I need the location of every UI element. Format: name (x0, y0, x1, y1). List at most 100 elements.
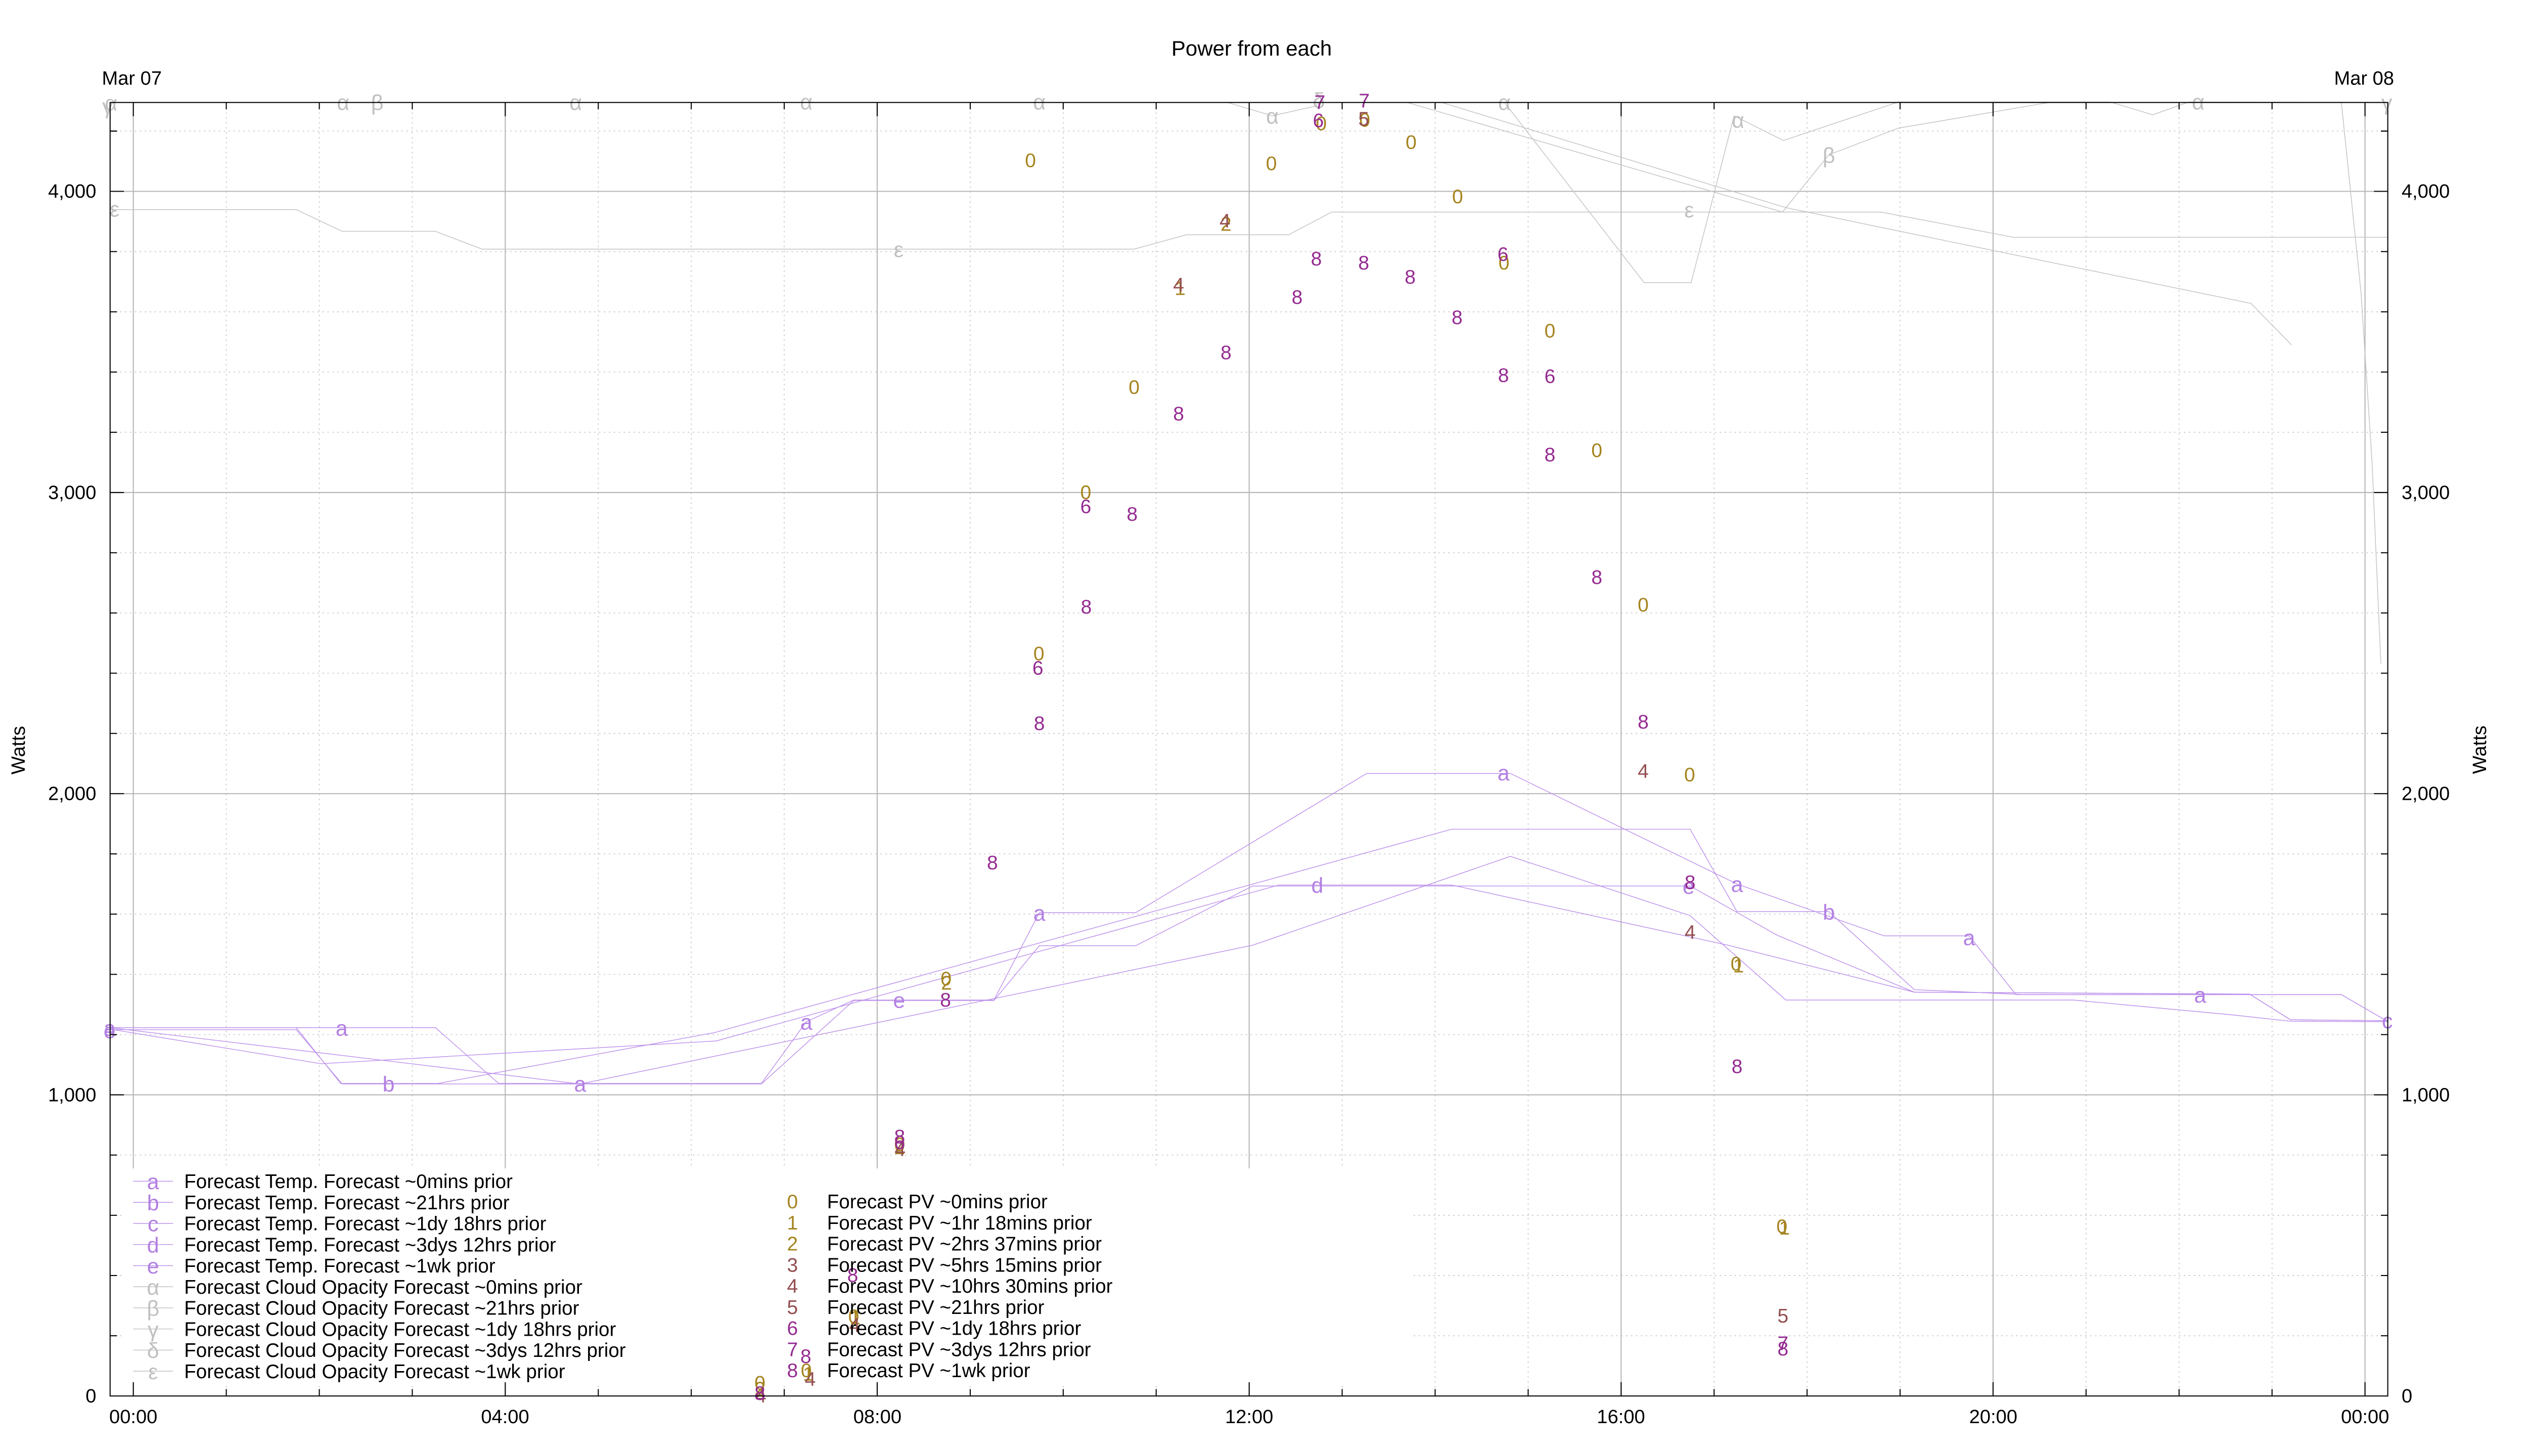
svg-text:2: 2 (941, 973, 952, 994)
svg-text:8: 8 (847, 1265, 859, 1287)
svg-text:6: 6 (1313, 110, 1324, 132)
svg-text:Forecast Cloud Opacity Forecas: Forecast Cloud Opacity Forecast ~1wk pri… (184, 1361, 565, 1383)
svg-text:8: 8 (1778, 1338, 1789, 1360)
svg-text:0: 0 (1638, 595, 1649, 616)
svg-text:0: 0 (1731, 953, 1742, 975)
svg-text:0: 0 (1684, 764, 1695, 786)
svg-text:8: 8 (1732, 1056, 1743, 1078)
svg-text:0: 0 (1777, 1216, 1788, 1238)
svg-text:Forecast PV ~1hr 18mins prior: Forecast PV ~1hr 18mins prior (827, 1212, 1092, 1234)
svg-text:0: 0 (787, 1191, 798, 1213)
svg-text:e: e (893, 989, 905, 1013)
svg-text:4: 4 (894, 1139, 906, 1161)
svg-text:8: 8 (1591, 567, 1602, 588)
svg-text:4,000: 4,000 (48, 181, 96, 202)
svg-text:0: 0 (1406, 131, 1417, 153)
svg-text:β: β (1823, 144, 1835, 168)
svg-text:Forecast Temp. Forecast ~1dy 1: Forecast Temp. Forecast ~1dy 18hrs prior (184, 1213, 546, 1235)
svg-text:5: 5 (1778, 1305, 1789, 1327)
svg-text:00:00: 00:00 (2341, 1406, 2389, 1428)
svg-text:d: d (147, 1233, 159, 1257)
svg-text:γ: γ (148, 1317, 159, 1342)
svg-text:Power from each: Power from each (1171, 36, 1332, 60)
svg-text:b: b (147, 1191, 159, 1215)
svg-text:ε: ε (894, 238, 904, 262)
svg-text:e: e (1683, 875, 1695, 899)
svg-text:δ: δ (1313, 88, 1325, 113)
svg-text:0: 0 (940, 968, 952, 990)
svg-text:b: b (383, 1072, 395, 1097)
svg-text:γ: γ (102, 95, 113, 119)
svg-text:4: 4 (787, 1276, 798, 1297)
svg-text:0: 0 (1025, 150, 1036, 172)
svg-text:6: 6 (1032, 658, 1044, 679)
svg-text:20:00: 20:00 (1969, 1406, 2017, 1428)
svg-text:8: 8 (1221, 342, 1232, 364)
svg-text:7: 7 (1359, 90, 1370, 112)
svg-text:Mar 08: Mar 08 (2334, 68, 2395, 89)
svg-text:8: 8 (754, 1383, 765, 1404)
svg-text:8: 8 (1081, 596, 1092, 618)
svg-text:8: 8 (1545, 444, 1556, 466)
svg-text:4: 4 (1220, 210, 1231, 232)
svg-text:a: a (147, 1170, 159, 1194)
svg-text:Forecast Temp. Forecast ~3dys: Forecast Temp. Forecast ~3dys 12hrs prio… (184, 1234, 556, 1256)
svg-text:8: 8 (940, 989, 951, 1011)
svg-text:8: 8 (1498, 365, 1509, 386)
svg-text:0: 0 (1591, 440, 1602, 462)
svg-text:0: 0 (2402, 1386, 2412, 1407)
svg-text:Forecast Cloud Opacity Forecas: Forecast Cloud Opacity Forecast ~1dy 18h… (184, 1318, 616, 1340)
svg-text:Watts: Watts (8, 726, 29, 775)
svg-text:8: 8 (1311, 248, 1322, 270)
svg-text:0: 0 (754, 1373, 765, 1394)
svg-text:04:00: 04:00 (481, 1406, 529, 1428)
svg-text:Forecast Temp. Forecast ~21hrs: Forecast Temp. Forecast ~21hrs prior (184, 1192, 509, 1214)
svg-text:1: 1 (1779, 1217, 1790, 1239)
svg-text:Forecast Cloud Opacity Forecas: Forecast Cloud Opacity Forecast ~0mins p… (184, 1277, 582, 1298)
svg-text:1,000: 1,000 (2402, 1084, 2450, 1106)
svg-text:4: 4 (1173, 275, 1184, 296)
svg-text:α: α (1266, 105, 1279, 129)
svg-text:0: 0 (848, 1306, 860, 1328)
svg-text:8: 8 (894, 1126, 905, 1148)
svg-text:2: 2 (1221, 214, 1232, 236)
svg-text:3: 3 (787, 1254, 798, 1276)
svg-text:8: 8 (1405, 266, 1416, 288)
svg-text:b: b (1823, 900, 1835, 925)
svg-text:Forecast Cloud Opacity Forecas: Forecast Cloud Opacity Forecast ~3dys 12… (184, 1340, 626, 1361)
svg-text:a: a (1498, 761, 1510, 786)
svg-text:0: 0 (1545, 321, 1556, 342)
svg-text:ε: ε (110, 197, 119, 221)
svg-text:0: 0 (1452, 186, 1463, 208)
svg-text:8: 8 (1292, 287, 1303, 308)
svg-text:6: 6 (1545, 366, 1556, 387)
svg-text:8: 8 (1173, 403, 1184, 425)
svg-text:1: 1 (1175, 278, 1186, 300)
svg-text:Forecast Temp. Forecast ~0mins: Forecast Temp. Forecast ~0mins prior (184, 1171, 513, 1193)
svg-text:4,000: 4,000 (2402, 181, 2450, 202)
svg-text:7: 7 (787, 1339, 798, 1360)
svg-text:0: 0 (1033, 643, 1045, 665)
svg-text:a: a (1963, 926, 1975, 950)
svg-text:3,000: 3,000 (48, 482, 96, 504)
svg-text:8: 8 (987, 852, 998, 874)
svg-text:8: 8 (1452, 307, 1463, 329)
svg-text:5: 5 (787, 1297, 798, 1318)
svg-text:4: 4 (1638, 761, 1649, 783)
svg-text:Forecast PV ~1dy 18hrs prior: Forecast PV ~1dy 18hrs prior (827, 1318, 1081, 1340)
svg-text:e: e (147, 1254, 159, 1279)
svg-text:1,000: 1,000 (48, 1084, 96, 1106)
svg-text:α: α (147, 1276, 159, 1300)
svg-text:δ: δ (147, 1339, 159, 1363)
svg-text:16:00: 16:00 (1597, 1406, 1645, 1428)
svg-text:2,000: 2,000 (2402, 784, 2450, 805)
svg-text:1: 1 (850, 1307, 861, 1329)
svg-text:8: 8 (1685, 872, 1696, 893)
svg-text:a: a (800, 1011, 812, 1035)
svg-text:08:00: 08:00 (853, 1406, 901, 1428)
svg-text:a: a (1033, 901, 1046, 926)
svg-text:Watts: Watts (2469, 725, 2491, 774)
svg-text:Forecast PV ~3dys 12hrs prior: Forecast PV ~3dys 12hrs prior (827, 1339, 1091, 1360)
svg-text:0: 0 (1316, 113, 1327, 134)
svg-text:Forecast Temp. Forecast ~1wk p: Forecast Temp. Forecast ~1wk prior (184, 1255, 495, 1277)
